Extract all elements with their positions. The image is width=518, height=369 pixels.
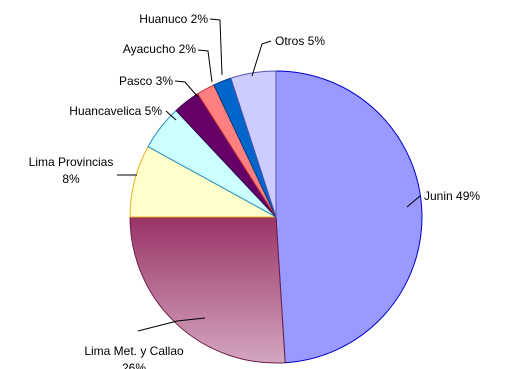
data-label-huanuco: Huanuco 2% (139, 12, 208, 26)
leader-line-huanuco (209, 18, 223, 76)
data-label-pasco: Pasco 3% (119, 74, 173, 88)
leader-line-lima-met-y-callao (137, 317, 206, 332)
pie-slices (129, 70, 423, 364)
leader-line-pasco (174, 80, 199, 98)
data-label-huancavelica: Huancavelica 5% (69, 104, 162, 118)
leader-lines (117, 18, 421, 332)
data-label-lima-provincias: Lima Provincias 8% (29, 155, 114, 186)
pie-slice-lima-met-y-callao (129, 216, 286, 364)
data-label-otros: Otros 5% (275, 34, 325, 48)
leader-line-junin (406, 195, 421, 208)
leader-line-huancavelica (165, 110, 177, 121)
data-label-junin: Junin 49% (424, 189, 480, 203)
data-label-lima-met-y-callao: Lima Met. y Callao 26% (84, 344, 184, 369)
leader-line-otros (251, 40, 272, 77)
data-label-ayacucho: Ayacucho 2% (123, 42, 196, 56)
data-labels: Junin 49% Lima Met. y Callao 26% Lima Provi… (29, 12, 481, 369)
pie-slice-junin (275, 70, 423, 364)
leader-line-ayacucho (197, 49, 213, 83)
